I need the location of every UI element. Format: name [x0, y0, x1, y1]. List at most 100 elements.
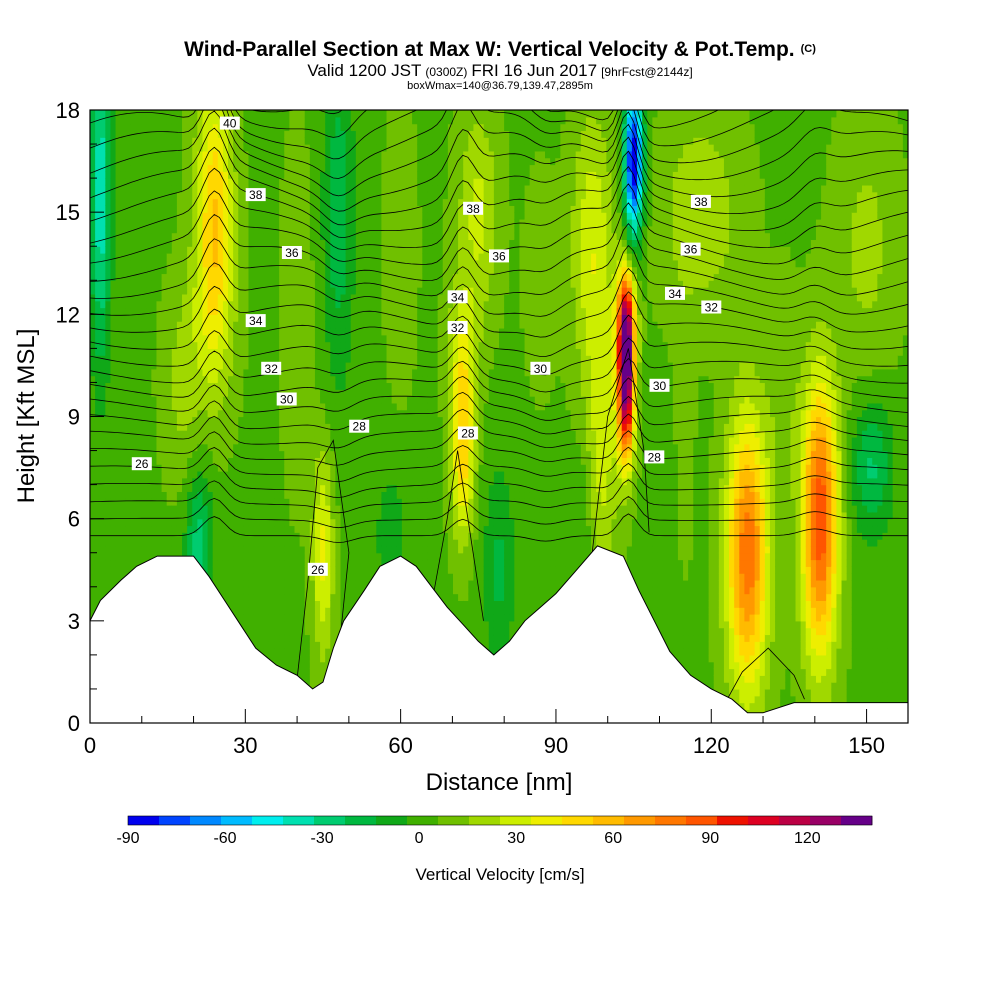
velocity-cell [284, 511, 290, 520]
velocity-cell [192, 423, 198, 431]
velocity-cell [192, 280, 198, 288]
velocity-cell [176, 375, 183, 384]
velocity-cell [350, 341, 357, 349]
velocity-cell [120, 525, 127, 533]
velocity-cell [233, 566, 239, 574]
velocity-cell [197, 545, 204, 554]
velocity-cell [253, 545, 260, 554]
velocity-cell [141, 348, 147, 356]
velocity-cell [136, 225, 142, 234]
velocity-cell [330, 259, 336, 268]
velocity-cell [151, 416, 158, 424]
velocity-cell [284, 218, 290, 227]
velocity-cell [248, 402, 255, 411]
velocity-cell [309, 205, 316, 213]
velocity-cell [90, 573, 96, 581]
velocity-cell [345, 600, 352, 608]
velocity-cell [320, 648, 326, 656]
velocity-cell [125, 491, 132, 499]
velocity-cell [176, 341, 183, 349]
velocity-cell [243, 477, 250, 486]
velocity-cell [294, 178, 301, 186]
velocity-cell [268, 164, 275, 172]
velocity-cell [243, 511, 250, 520]
velocity-cell [320, 355, 326, 363]
velocity-cell [115, 259, 122, 268]
velocity-cell [222, 552, 229, 561]
velocity-cell [202, 505, 209, 513]
velocity-cell [314, 341, 321, 349]
velocity-cell [299, 212, 306, 220]
velocity-cell [130, 334, 137, 343]
velocity-cell [284, 409, 290, 418]
velocity-cell [253, 641, 260, 649]
velocity-cell [120, 375, 127, 384]
velocity-cell [115, 457, 122, 465]
velocity-cell [105, 171, 112, 179]
velocity-cell [299, 368, 306, 377]
velocity-cell [289, 593, 296, 601]
velocity-cell [176, 368, 183, 377]
velocity-cell [146, 246, 152, 254]
velocity-cell [258, 641, 265, 649]
velocity-cell [110, 362, 117, 370]
velocity-cell [105, 573, 112, 581]
velocity-cell [279, 464, 285, 472]
velocity-cell [130, 491, 137, 499]
velocity-cell [355, 491, 362, 499]
velocity-cell [125, 246, 132, 254]
velocity-cell [207, 559, 214, 567]
velocity-cell [340, 218, 347, 227]
velocity-cell [222, 579, 229, 588]
velocity-cell [228, 375, 234, 384]
velocity-cell [146, 511, 152, 520]
velocity-cell [202, 164, 209, 172]
velocity-cell [350, 225, 357, 234]
velocity-cell [217, 532, 224, 540]
velocity-cell [335, 436, 342, 445]
velocity-cell [110, 178, 117, 186]
velocity-cell [330, 157, 336, 166]
velocity-cell [125, 539, 132, 547]
velocity-cell [263, 198, 270, 206]
velocity-cell [253, 634, 260, 642]
velocity-cell [263, 614, 270, 622]
velocity-cell [146, 484, 152, 493]
velocity-cell [141, 409, 147, 418]
velocity-cell [217, 259, 224, 268]
velocity-cell [253, 355, 260, 363]
velocity-cell [340, 436, 347, 445]
velocity-cell [243, 402, 250, 411]
velocity-cell [197, 144, 204, 152]
velocity-cell [120, 205, 127, 213]
velocity-cell [136, 348, 142, 356]
velocity-cell [243, 273, 250, 281]
velocity-cell [151, 246, 158, 254]
velocity-cell [217, 314, 224, 322]
velocity-cell [279, 600, 285, 608]
velocity-cell [350, 259, 357, 268]
velocity-cell [110, 191, 117, 200]
velocity-cell [309, 348, 316, 356]
velocity-cell [340, 225, 347, 234]
velocity-cell [141, 498, 147, 506]
velocity-cell [156, 334, 163, 343]
velocity-cell [166, 259, 173, 268]
velocity-cell [100, 566, 106, 574]
velocity-cell [176, 314, 183, 322]
velocity-cell [110, 552, 117, 561]
velocity-cell [274, 137, 280, 145]
velocity-cell [146, 171, 152, 179]
velocity-cell [212, 218, 219, 227]
velocity-cell [238, 137, 244, 145]
velocity-cell [197, 450, 204, 458]
velocity-cell [141, 396, 147, 404]
velocity-cell [171, 246, 178, 254]
velocity-cell [182, 518, 188, 527]
velocity-cell [274, 300, 280, 309]
velocity-cell [345, 559, 352, 567]
velocity-cell [304, 654, 311, 663]
velocity-cell [345, 327, 352, 336]
velocity-cell [171, 178, 178, 186]
velocity-cell [115, 505, 122, 513]
